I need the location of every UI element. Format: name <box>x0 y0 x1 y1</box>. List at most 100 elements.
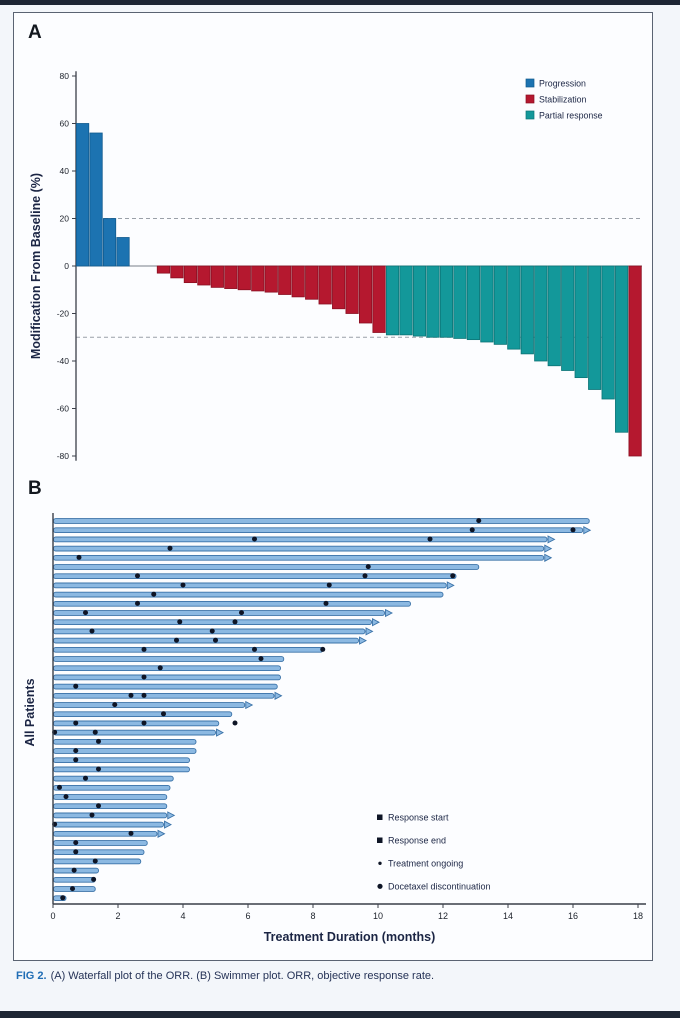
waterfall-bar <box>210 265 224 288</box>
event-marker <box>141 674 147 680</box>
waterfall-bar <box>385 265 400 336</box>
waterfall-bar <box>493 265 507 345</box>
event-marker <box>83 610 88 616</box>
figure-caption: FIG 2. (A) Waterfall plot of the ORR. (B)… <box>16 970 666 982</box>
waterfall-bar <box>278 265 292 295</box>
waterfall-bar <box>399 265 413 336</box>
event-marker <box>83 775 88 781</box>
event-marker <box>71 867 77 873</box>
legend-label: Docetaxel discontinuation <box>388 882 491 892</box>
swimmer-bar <box>53 536 548 543</box>
swimmer-bar <box>53 665 281 672</box>
swimmer-bar <box>53 628 366 635</box>
swimmer-bar <box>53 619 372 626</box>
event-marker <box>258 656 264 662</box>
waterfall-bar <box>345 265 359 314</box>
waterfall-bar <box>534 265 548 362</box>
ongoing-arrow <box>216 728 224 737</box>
ongoing-arrow <box>583 526 592 535</box>
caption-text: (A) Waterfall plot of the ORR. (B) Swimm… <box>50 970 435 982</box>
event-marker <box>252 536 257 542</box>
waterfall-bar <box>76 123 90 267</box>
y-tick-label: 0 <box>64 261 69 271</box>
event-marker <box>73 757 79 763</box>
waterfall-bar <box>412 265 427 337</box>
event-marker <box>96 738 101 744</box>
event-marker <box>73 849 79 855</box>
waterfall-bar <box>439 265 454 338</box>
bottom-border-strip <box>0 1011 680 1018</box>
ongoing-arrow <box>365 627 374 636</box>
waterfall-bar <box>615 265 629 433</box>
x-tick-label: 4 <box>180 911 185 921</box>
swimmer-bar <box>53 692 275 699</box>
event-marker <box>177 619 183 625</box>
swimmer-bar <box>53 702 246 708</box>
legend-marker-square <box>377 837 383 843</box>
event-marker <box>60 895 66 901</box>
waterfall-bar <box>601 265 615 400</box>
waterfall-bar <box>520 265 534 355</box>
x-tick-label: 6 <box>245 911 250 921</box>
event-marker <box>92 858 98 864</box>
legend-label: Response end <box>388 836 446 846</box>
waterfall-bar <box>547 265 561 367</box>
ongoing-arrow <box>446 581 455 590</box>
legend-label: Response start <box>388 813 449 823</box>
panel-a-label: A <box>28 22 42 43</box>
event-marker <box>469 527 475 533</box>
event-marker <box>96 803 101 809</box>
waterfall-bar <box>588 265 602 390</box>
swimmer-bar <box>53 646 324 653</box>
swimmer-bar <box>53 849 145 856</box>
ongoing-arrow <box>547 535 556 544</box>
swimmer-bar <box>53 683 278 690</box>
swimmer-bar <box>53 518 590 524</box>
y-tick-label: -60 <box>57 404 70 414</box>
ongoing-arrow <box>274 691 283 700</box>
x-tick-label: 10 <box>373 911 383 921</box>
swimmer-bar <box>53 637 359 644</box>
swimmer-bar <box>53 527 584 534</box>
event-marker <box>91 876 97 882</box>
swimmer-bar <box>53 840 148 846</box>
swimmer-bar <box>53 674 281 681</box>
x-tick-label: 16 <box>568 911 578 921</box>
waterfall-bar <box>305 265 319 300</box>
swimmer-bar <box>53 545 545 552</box>
waterfall-bar <box>453 265 467 339</box>
swimmer-bar <box>53 812 168 819</box>
event-marker <box>239 610 244 616</box>
event-marker <box>157 665 163 671</box>
swimmer-bar <box>53 582 447 589</box>
x-tick-label: 8 <box>310 911 315 921</box>
y-tick-label: 40 <box>60 166 70 176</box>
event-marker <box>323 600 329 606</box>
legend-label-progression: Progression <box>539 79 586 89</box>
x-tick-label: 0 <box>50 911 55 921</box>
legend-marker-square <box>377 814 383 820</box>
y-tick-label: 80 <box>60 71 70 81</box>
event-marker <box>161 711 166 717</box>
waterfall-y-axis-title: Modification From Baseline (%) <box>29 173 43 359</box>
event-marker <box>141 646 147 652</box>
event-marker <box>89 628 95 634</box>
ongoing-arrow <box>544 553 553 562</box>
waterfall-bar <box>426 265 440 338</box>
ongoing-arrow <box>385 608 393 618</box>
waterfall-bar <box>507 265 521 350</box>
waterfall-bar <box>318 265 332 305</box>
legend-label: Treatment ongoing <box>388 859 463 869</box>
event-marker <box>128 692 134 698</box>
y-tick-label: -20 <box>57 309 70 319</box>
waterfall-bar <box>116 237 130 267</box>
y-tick-label: -80 <box>57 451 70 461</box>
swimmer-bar <box>53 784 171 791</box>
event-marker <box>63 794 69 800</box>
swimmer-bar <box>53 821 164 828</box>
ongoing-arrow <box>167 811 176 820</box>
legend-swatch-progression <box>525 78 535 88</box>
waterfall-bar <box>102 218 117 267</box>
